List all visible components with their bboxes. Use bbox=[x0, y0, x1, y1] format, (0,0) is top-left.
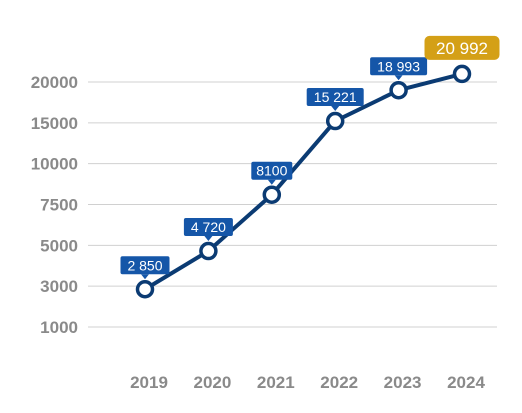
data-label: 4 720 bbox=[183, 218, 233, 242]
y-tick-label: 20000 bbox=[31, 73, 78, 92]
data-point bbox=[452, 64, 472, 84]
data-label: 8100 bbox=[251, 161, 293, 185]
y-tick-label: 15000 bbox=[31, 114, 78, 133]
data-label-text: 20 992 bbox=[436, 39, 488, 58]
data-label-box bbox=[370, 57, 428, 76]
data-point bbox=[262, 185, 282, 204]
x-tick-label: 2022 bbox=[320, 373, 358, 392]
data-label-box bbox=[306, 88, 364, 107]
data-label-box bbox=[120, 256, 170, 275]
data-label-box bbox=[183, 218, 233, 237]
data-label-box bbox=[251, 161, 293, 180]
y-axis-ticks: 1000 3000 5000 7500 10000 15000 20000 bbox=[31, 73, 78, 337]
x-tick-label: 2024 bbox=[447, 373, 485, 392]
x-axis-ticks: 2019 2020 2021 2022 2023 2024 bbox=[130, 373, 485, 392]
y-tick-label: 7500 bbox=[40, 196, 78, 215]
data-label-text: 15 221 bbox=[314, 89, 357, 105]
y-tick-label: 3000 bbox=[40, 277, 78, 296]
data-label: 20 992 bbox=[424, 35, 500, 60]
data-point bbox=[325, 111, 345, 131]
series-line bbox=[143, 71, 464, 292]
data-point bbox=[135, 279, 155, 299]
x-tick-label: 2021 bbox=[257, 373, 295, 392]
data-point bbox=[389, 80, 408, 100]
data-label-pointer bbox=[331, 106, 340, 112]
data-label-box bbox=[424, 35, 500, 60]
data-label: 2 850 bbox=[120, 256, 170, 280]
data-label-text: 4 720 bbox=[191, 219, 226, 235]
x-tick-label: 2020 bbox=[193, 373, 231, 392]
y-tick-label: 1000 bbox=[40, 318, 78, 337]
grid-lines bbox=[88, 81, 497, 328]
x-tick-label: 2023 bbox=[384, 373, 422, 392]
data-label-pointer bbox=[204, 236, 213, 242]
data-points bbox=[135, 64, 472, 299]
y-tick-label: 10000 bbox=[31, 155, 78, 174]
series-line-group bbox=[143, 71, 464, 292]
data-label-text: 8100 bbox=[256, 163, 287, 179]
y-tick-label: 5000 bbox=[40, 236, 78, 255]
data-label-text: 18 993 bbox=[377, 58, 420, 74]
data-label-pointer bbox=[267, 179, 276, 185]
data-labels: 2 850 4 720 8100 15 221 18 993 20 992 bbox=[120, 35, 500, 280]
data-point bbox=[199, 241, 218, 261]
data-label-text: 2 850 bbox=[127, 257, 162, 273]
data-label: 18 993 bbox=[370, 57, 428, 81]
data-label: 15 221 bbox=[306, 88, 364, 112]
x-tick-label: 2019 bbox=[130, 373, 168, 392]
data-label-pointer bbox=[141, 274, 149, 280]
data-label-pointer bbox=[394, 75, 403, 81]
